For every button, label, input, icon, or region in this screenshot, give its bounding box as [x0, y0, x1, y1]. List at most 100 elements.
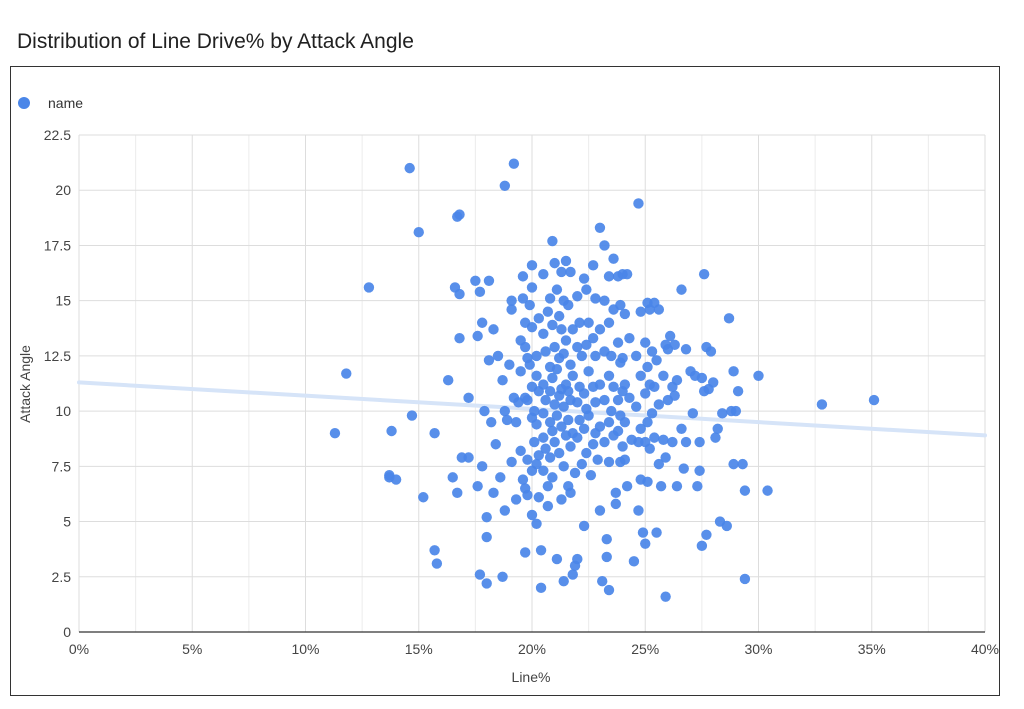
- data-point: [612, 394, 624, 406]
- data-point: [556, 421, 567, 432]
- data-point: [499, 405, 511, 417]
- data-point: [717, 408, 728, 419]
- data-point: [597, 575, 608, 587]
- x-tick-label: 10%: [291, 641, 319, 657]
- data-point: [481, 578, 492, 589]
- data-point: [739, 485, 751, 496]
- data-point: [510, 416, 522, 428]
- x-tick-label: 20%: [518, 641, 546, 657]
- data-point: [540, 394, 551, 406]
- data-point: [676, 423, 687, 434]
- data-point: [479, 405, 490, 417]
- data-point: [583, 317, 594, 328]
- data-point: [495, 472, 506, 483]
- data-points: [329, 158, 880, 602]
- data-point: [594, 505, 606, 516]
- data-point: [619, 308, 631, 320]
- data-point: [574, 414, 585, 426]
- data-point: [549, 399, 560, 410]
- data-point: [708, 377, 719, 388]
- data-point: [558, 348, 569, 359]
- data-point: [390, 474, 402, 485]
- data-point: [669, 339, 680, 351]
- data-point: [533, 313, 544, 324]
- data-point: [590, 350, 601, 362]
- data-point: [621, 268, 633, 280]
- data-point: [517, 271, 529, 282]
- data-point: [488, 324, 499, 335]
- data-point: [386, 425, 397, 437]
- data-point: [624, 333, 635, 344]
- data-point: [572, 553, 583, 565]
- data-point: [680, 436, 692, 448]
- chart-title: Distribution of Line Drive% by Attack An…: [17, 30, 414, 53]
- data-point: [526, 509, 538, 521]
- data-point: [649, 432, 660, 443]
- data-point: [578, 273, 590, 284]
- data-point: [544, 293, 556, 304]
- data-point: [553, 310, 565, 322]
- data-point: [621, 481, 633, 492]
- data-point: [483, 355, 495, 366]
- data-point: [739, 573, 751, 585]
- data-point: [567, 370, 578, 381]
- data-point: [474, 569, 486, 580]
- data-point: [526, 321, 538, 333]
- data-point: [581, 284, 592, 295]
- data-point: [603, 370, 615, 381]
- data-point: [667, 436, 678, 448]
- data-point: [572, 291, 583, 302]
- data-point: [615, 299, 626, 311]
- data-point: [497, 571, 508, 582]
- data-point: [603, 416, 615, 428]
- data-point: [578, 423, 590, 434]
- data-point: [640, 388, 651, 399]
- data-point: [692, 481, 703, 492]
- data-point: [506, 304, 517, 315]
- data-point: [587, 439, 599, 450]
- data-point: [730, 405, 742, 417]
- data-point: [868, 394, 880, 406]
- data-point: [694, 436, 705, 448]
- data-point: [565, 359, 576, 370]
- data-point: [649, 381, 660, 393]
- data-point: [653, 458, 665, 470]
- data-point: [549, 257, 560, 269]
- data-point: [533, 450, 544, 461]
- data-point: [547, 319, 558, 331]
- data-point: [463, 452, 474, 463]
- data-point: [590, 397, 601, 408]
- data-point: [517, 474, 529, 485]
- x-tick-label: 15%: [405, 641, 433, 657]
- data-point: [687, 408, 699, 419]
- data-point: [642, 476, 653, 487]
- data-point: [608, 381, 619, 393]
- data-point: [603, 271, 615, 282]
- data-point: [601, 534, 612, 545]
- data-point: [506, 295, 517, 306]
- data-point: [531, 350, 542, 362]
- x-axis-title: Line%: [512, 669, 551, 685]
- data-point: [499, 505, 511, 516]
- data-point: [506, 456, 517, 468]
- data-point: [442, 374, 454, 386]
- data-point: [538, 432, 549, 443]
- legend-marker-icon: [18, 97, 30, 109]
- data-point: [583, 410, 594, 421]
- data-point: [547, 372, 558, 384]
- data-point: [517, 293, 529, 304]
- data-point: [504, 359, 515, 370]
- data-point: [762, 485, 773, 496]
- data-point: [664, 330, 676, 342]
- data-point: [606, 350, 617, 362]
- data-point: [544, 452, 556, 463]
- data-point: [565, 441, 576, 452]
- data-point: [578, 388, 590, 399]
- data-point: [658, 370, 669, 381]
- data-point: [540, 443, 551, 454]
- y-axis-title: Attack Angle: [17, 345, 33, 423]
- data-point: [576, 458, 588, 470]
- data-point: [606, 405, 617, 417]
- data-point: [642, 361, 653, 373]
